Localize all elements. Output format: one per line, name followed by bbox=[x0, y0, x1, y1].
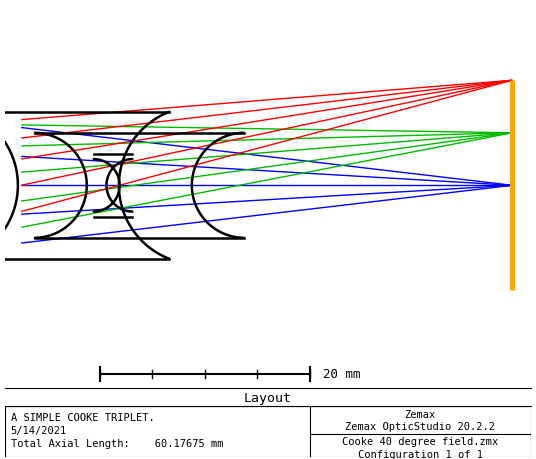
Text: Configuration 1 of 1: Configuration 1 of 1 bbox=[358, 449, 483, 459]
Text: Cooke 40 degree field.zmx: Cooke 40 degree field.zmx bbox=[342, 437, 498, 447]
Text: 5/14/2021: 5/14/2021 bbox=[11, 425, 67, 436]
Text: A SIMPLE COOKE TRIPLET.: A SIMPLE COOKE TRIPLET. bbox=[11, 412, 154, 422]
Text: Total Axial Length:    60.17675 mm: Total Axial Length: 60.17675 mm bbox=[11, 438, 223, 448]
Text: 20 mm: 20 mm bbox=[323, 368, 361, 381]
Text: Zemax: Zemax bbox=[405, 409, 436, 419]
Text: Zemax OpticStudio 20.2.2: Zemax OpticStudio 20.2.2 bbox=[345, 421, 495, 431]
Text: Layout: Layout bbox=[244, 392, 292, 404]
